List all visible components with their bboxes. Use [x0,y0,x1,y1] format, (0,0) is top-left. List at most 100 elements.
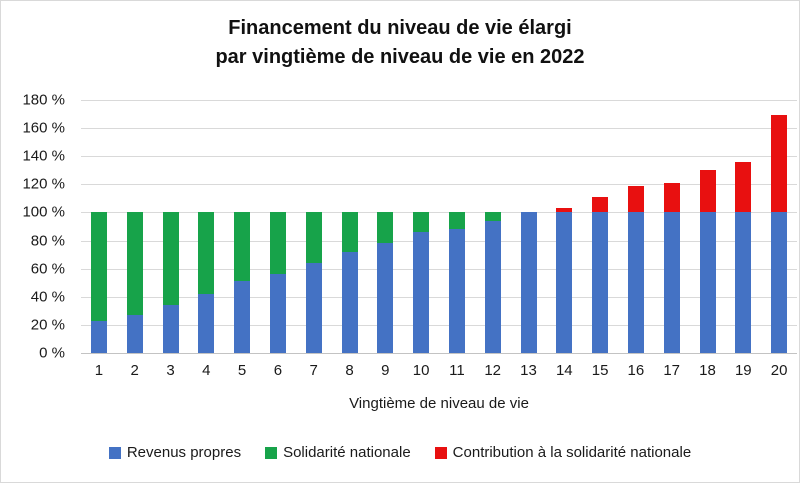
bar-segment [484,220,501,353]
bar-segment [627,185,644,213]
x-axis-tick-label: 7 [309,362,318,379]
y-axis-tick-label: 60 % [30,260,65,278]
bar-segment [448,212,465,230]
bar-segment [735,161,752,213]
bar-segment [269,274,286,353]
bar-segment [735,212,752,353]
bar-stack-vingtieme-3 [162,212,179,353]
gridline [81,324,797,326]
x-axis-tick-label: 17 [663,362,681,379]
legend-label: Revenus propres [126,444,242,461]
y-axis-tick-label: 100 % [22,203,65,221]
x-axis-tick-label: 20 [770,362,788,379]
bar-stack-vingtieme-16 [627,185,644,353]
bar-stack-vingtieme-4 [198,212,215,353]
x-axis-tick-label: 10 [412,362,430,379]
legend-label: Contribution à la solidarité nationale [452,444,692,461]
gridline [81,100,797,101]
y-axis-tick-label: 40 % [30,288,65,306]
legend-item: Contribution à la solidarité nationale [434,444,692,461]
bar-segment [90,212,107,321]
legend: Revenus propres Solidarité nationale Contr… [1,444,799,461]
x-axis-tick-label: 19 [734,362,752,379]
bar-segment [556,212,573,353]
bar-stack-vingtieme-13 [520,212,537,353]
legend-swatch-icon [265,446,278,459]
bar-stack-vingtieme-18 [699,170,716,353]
gridline [81,184,797,186]
x-axis-title: Vingtième de niveau de vie [349,395,529,412]
bar-segment [198,293,215,353]
x-axis-tick-label: 3 [166,362,175,379]
bar-segment [162,305,179,353]
bar-segment [305,212,322,264]
x-axis-tick-label: 9 [381,362,390,379]
gridline [81,240,797,242]
bar-stack-vingtieme-5 [234,212,251,353]
gridline [81,212,797,214]
bar-segment [448,229,465,353]
gridline [81,128,797,130]
x-axis-tick-label: 8 [345,362,354,379]
plot-area [81,100,797,354]
bar-segment [520,212,537,353]
x-axis-tick-label: 12 [484,362,502,379]
x-axis-line [81,353,797,354]
x-axis-tick-label: 4 [202,362,211,379]
bar-segment [162,212,179,306]
bar-stack-vingtieme-14 [556,208,573,353]
y-axis-tick-label: 80 % [30,232,65,250]
x-axis-tick-label: 16 [627,362,645,379]
bar-stack-vingtieme-12 [484,212,501,353]
bar-segment [771,212,788,353]
y-axis-tick-label: 140 % [22,147,65,165]
bar-segment [413,212,430,233]
y-axis-tick-label: 20 % [30,316,65,334]
legend-swatch-icon [108,446,121,459]
bar-stack-vingtieme-1 [90,212,107,353]
x-axis-tick-label: 15 [591,362,609,379]
bar-segment [90,320,107,353]
x-axis-tick-label: 13 [520,362,537,379]
y-axis-tick-label: 120 % [22,175,65,193]
bar-segment [234,281,251,353]
bar-stack-vingtieme-19 [735,161,752,353]
legend-swatch-icon [434,446,447,459]
x-axis-tick-label: 5 [237,362,247,379]
legend-item: Solidarité nationale [265,444,411,461]
x-axis-tick-label: 1 [94,362,104,379]
x-axis-tick-label: 14 [555,362,573,379]
bar-segment [413,232,430,353]
bar-stack-vingtieme-20 [771,115,788,353]
x-axis-tick-label: 18 [699,362,716,379]
bar-segment [126,315,143,353]
y-axis-tick-label: 160 % [22,119,65,137]
bar-segment [269,212,286,275]
x-axis-tick-label: 6 [273,362,283,379]
bar-segment [771,115,788,213]
bar-segment [699,212,716,353]
y-axis-tick-label: 0 % [39,344,65,362]
bar-segment [198,212,215,294]
gridline [81,156,797,158]
bar-stack-vingtieme-11 [448,212,465,353]
x-axis-tick-label: 2 [130,362,139,379]
bar-stack-vingtieme-8 [341,212,358,353]
bar-segment [484,212,501,221]
chart-title: Financement du niveau de vie élargi par … [1,14,799,72]
x-axis-tick-label: 11 [449,362,465,379]
bar-stack-vingtieme-10 [413,212,430,353]
bar-stack-vingtieme-15 [592,197,609,353]
bar-stack-vingtieme-7 [305,212,322,353]
bar-segment [663,212,680,353]
legend-label: Solidarité nationale [283,444,411,461]
bar-stack-vingtieme-6 [269,212,286,353]
bar-segment [627,212,644,353]
bar-stack-vingtieme-17 [663,182,680,353]
bar-segment [556,208,573,213]
bar-segment [592,197,609,213]
bar-stack-vingtieme-9 [377,212,394,353]
bar-stack-vingtieme-2 [126,212,143,353]
y-axis-tick-label: 180 % [22,91,65,109]
chart-title-line2: par vingtième de niveau de vie en 2022 [215,46,585,68]
